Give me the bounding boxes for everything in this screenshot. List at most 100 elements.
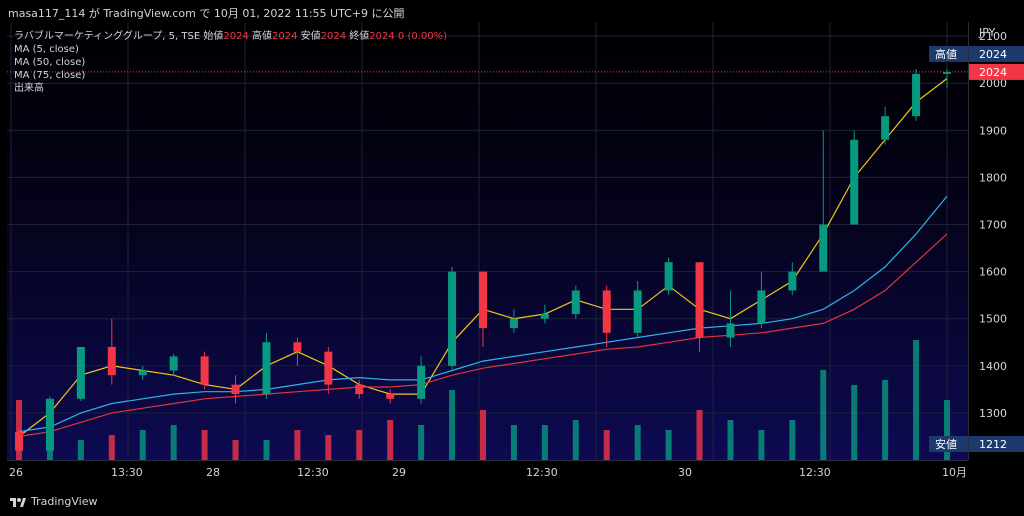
candle-body xyxy=(819,224,828,272)
candle-body xyxy=(200,356,209,385)
volume-bar xyxy=(603,430,610,460)
time-tick-label: 12:30 xyxy=(526,466,558,479)
last-price-tag xyxy=(969,63,1024,80)
legend-high-value: 2024 xyxy=(271,31,298,42)
time-tick-label: 26 xyxy=(9,466,23,479)
volume-bar xyxy=(851,385,858,460)
candle-body xyxy=(788,271,797,291)
publish-info: masa117_114 が TradingView.com で 10月 01, … xyxy=(8,7,405,20)
volume-bar xyxy=(201,430,208,460)
last-price-tag-value: 2024 xyxy=(979,66,1007,79)
footer: TradingView xyxy=(0,482,1024,516)
time-tick-label: 12:30 xyxy=(799,466,831,479)
volume-bar xyxy=(232,440,239,460)
high-tag-label-bg xyxy=(929,45,968,62)
candle-body xyxy=(138,370,147,376)
ma-line xyxy=(18,195,948,433)
candle-body xyxy=(479,271,487,329)
brand[interactable]: TradingView xyxy=(10,495,97,508)
low-tag-value-bg xyxy=(969,436,1024,452)
time-tick-label: 13:30 xyxy=(111,466,143,479)
candle-body xyxy=(15,431,23,451)
price-tick-label: 2100 xyxy=(979,30,1007,43)
volume-bar xyxy=(108,435,115,460)
price-tick-label: 1500 xyxy=(979,313,1007,326)
legend-symbol-row: ラバブルマーケティンググループ, 5, TSE 始値2024 高値2024 安値… xyxy=(14,30,447,43)
candle-body xyxy=(324,351,333,385)
volume-bar xyxy=(944,400,950,460)
legend-close-label: 終値 xyxy=(349,31,370,42)
candle-body xyxy=(695,262,704,338)
candle-body xyxy=(262,342,271,395)
price-axis[interactable]: JPY 2100 2000 1900 1800 1700 1600 1500 1400 1300 2… xyxy=(968,22,1024,460)
candle-body xyxy=(757,290,766,324)
volume-bar xyxy=(387,420,394,460)
legend-low-value: 2024 xyxy=(320,31,347,42)
legend-symbol: ラバブルマーケティンググループ, 5, TSE xyxy=(14,31,201,42)
time-tick-label: 12:30 xyxy=(297,466,329,479)
time-tick-label: 10月 xyxy=(942,466,967,479)
legend-high-label: 高値 xyxy=(251,31,272,42)
candle-body xyxy=(540,314,549,319)
price-tick-label: 1400 xyxy=(979,360,1007,373)
high-tag-value: 2024 xyxy=(979,48,1007,61)
time-tick-label: 29 xyxy=(392,466,406,479)
ma-line xyxy=(18,233,948,438)
volume-bar xyxy=(480,410,486,460)
time-axis-svg: 26 13:30 28 12:30 29 12:30 30 12:30 10月 xyxy=(9,466,967,479)
volume-bar xyxy=(170,425,177,460)
candle-body xyxy=(509,318,518,329)
volume-bar xyxy=(820,370,827,460)
time-axis[interactable]: 26 13:30 28 12:30 29 12:30 30 12:30 10月 xyxy=(7,460,968,483)
candle-body xyxy=(417,365,426,399)
volume-bar xyxy=(882,380,889,460)
legend-change: 0 (0.00%) xyxy=(397,31,448,42)
candle-body xyxy=(726,323,735,338)
candle-body xyxy=(602,290,611,333)
candle-body xyxy=(943,71,951,74)
candle-body xyxy=(912,73,921,117)
volume-bar xyxy=(913,340,920,460)
price-tick-label: 1800 xyxy=(979,171,1007,184)
candle-body xyxy=(448,271,457,366)
volume-bar xyxy=(510,425,517,460)
high-tag-value-bg xyxy=(969,45,1024,62)
time-tick-label: 30 xyxy=(678,466,692,479)
candle-body xyxy=(107,346,116,376)
legend-ma75[interactable]: MA (75, close) xyxy=(14,70,86,81)
candle-body xyxy=(633,290,642,333)
candle-body xyxy=(231,384,240,395)
candle-body xyxy=(76,346,85,399)
volume-bar xyxy=(727,420,734,460)
candlestick-chart[interactable]: 高値 安値 xyxy=(7,22,968,460)
low-tag-value: 1212 xyxy=(979,438,1007,451)
legend-ma5[interactable]: MA (5, close) xyxy=(14,44,79,55)
currency-label: JPY xyxy=(978,26,996,39)
candle-body xyxy=(571,290,580,314)
legend-ma50[interactable]: MA (50, close) xyxy=(14,57,86,68)
candle-body xyxy=(664,262,673,291)
price-tick-label: 1700 xyxy=(979,219,1007,232)
volume-bar xyxy=(541,425,548,460)
chart-legend: ラバブルマーケティンググループ, 5, TSE 始値2024 高値2024 安値… xyxy=(14,30,447,95)
time-tick-label: 28 xyxy=(206,466,220,479)
legend-volume[interactable]: 出来高 xyxy=(14,83,44,94)
volume-bar xyxy=(294,430,301,460)
chart-pane[interactable]: 高値 安値 xyxy=(7,22,968,460)
candle-body xyxy=(850,139,859,225)
volume-bar xyxy=(325,435,332,460)
low-tag-label-bg xyxy=(929,436,968,452)
volume-bar xyxy=(665,430,672,460)
volume-bar xyxy=(789,420,796,460)
volume-bar xyxy=(77,440,84,460)
legend-low-label: 安値 xyxy=(300,31,321,42)
price-tick-label: 2000 xyxy=(979,77,1007,90)
legend-close-value: 2024 xyxy=(369,31,395,42)
legend-open-label: 始値 xyxy=(203,31,224,42)
legend-open-value: 2024 xyxy=(223,31,249,42)
volume-bar xyxy=(696,410,703,460)
price-tick-label: 1600 xyxy=(979,266,1007,279)
publish-header: masa117_114 が TradingView.com で 10月 01, … xyxy=(0,0,1024,22)
candle-body xyxy=(355,384,364,395)
brand-name: TradingView xyxy=(31,495,98,508)
